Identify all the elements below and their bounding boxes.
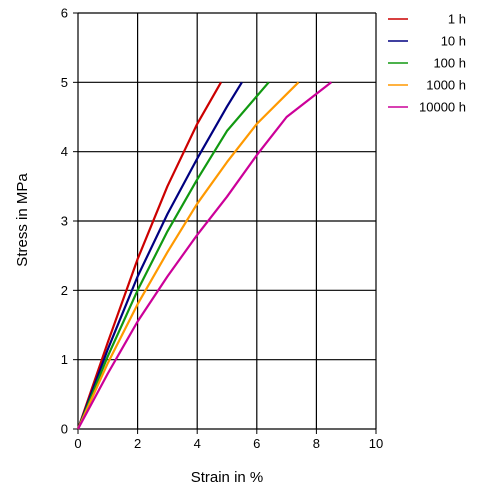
legend-label: 1000 h: [426, 78, 466, 93]
legend-label: 100 h: [433, 56, 466, 71]
x-tick-label: 6: [253, 436, 260, 451]
legend-label: 1 h: [448, 12, 466, 27]
y-tick-label: 4: [61, 144, 68, 159]
series-line-3: [76, 81, 300, 430]
y-tick-label: 6: [61, 6, 68, 21]
y-tick-label: 3: [61, 214, 68, 229]
x-tick-label: 4: [194, 436, 201, 451]
y-axis-label: Stress in MPa: [14, 173, 31, 267]
series-line-4: [77, 81, 332, 430]
x-axis-label: Strain in %: [191, 469, 264, 486]
series-line-0: [76, 81, 222, 430]
y-tick-label: 5: [61, 75, 68, 90]
x-tick-label: 0: [74, 436, 81, 451]
legend-label: 10000 h: [419, 100, 466, 115]
y-tick-label: 1: [61, 352, 68, 367]
legend-label: 10 h: [441, 34, 466, 49]
y-tick-label: 0: [61, 422, 68, 437]
series-line-1: [76, 81, 243, 430]
y-tick-label: 2: [61, 283, 68, 298]
x-tick-label: 8: [313, 436, 320, 451]
tick-labels: 0 2 4 6 8 10 0 1 2 3 4 5 6: [61, 6, 383, 452]
series-lines: [76, 81, 332, 430]
series-line-2: [76, 81, 270, 430]
x-tick-label: 10: [369, 436, 383, 451]
legend: 1 h 10 h 100 h 1000 h 10000 h: [388, 12, 466, 115]
grid: [73, 12, 377, 434]
x-tick-label: 2: [134, 436, 141, 451]
